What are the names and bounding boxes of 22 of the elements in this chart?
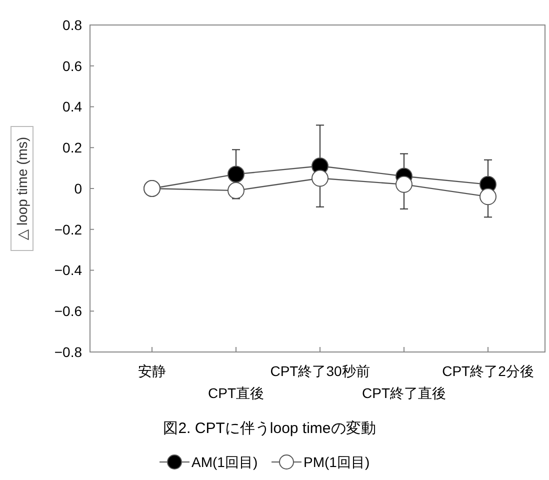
point [228,166,244,183]
y-tick-label: 0.2 [62,140,82,156]
y-tick-label: −0.4 [54,262,82,278]
legend-label: AM(1回目) [192,454,258,470]
y-tick-label: 0.4 [62,98,82,115]
x-tick-label: 安静 [138,363,166,379]
x-tick-label: CPT終了30秒前 [270,363,370,379]
x-tick-label: CPT終了2分後 [442,363,534,379]
x-tick-label: CPT終了直後 [362,385,446,401]
y-tick-label: −0.8 [54,344,82,360]
point [480,188,496,206]
y-tick-label: −0.2 [54,221,82,238]
point [312,170,328,187]
point [396,176,412,193]
y-tick-label: 0.8 [62,16,82,33]
text: 図2. CPTに伴うloop timeの変動 [163,420,376,437]
y-axis-title: △ loop time (ms) [14,136,30,240]
legend-label: PM(1回目) [304,454,370,470]
y-tick-label: −0.6 [54,303,82,320]
y-tick-label: 0 [74,180,82,196]
x-tick-label: CPT直後 [208,385,264,401]
y-tick-label: 0.6 [62,58,82,74]
